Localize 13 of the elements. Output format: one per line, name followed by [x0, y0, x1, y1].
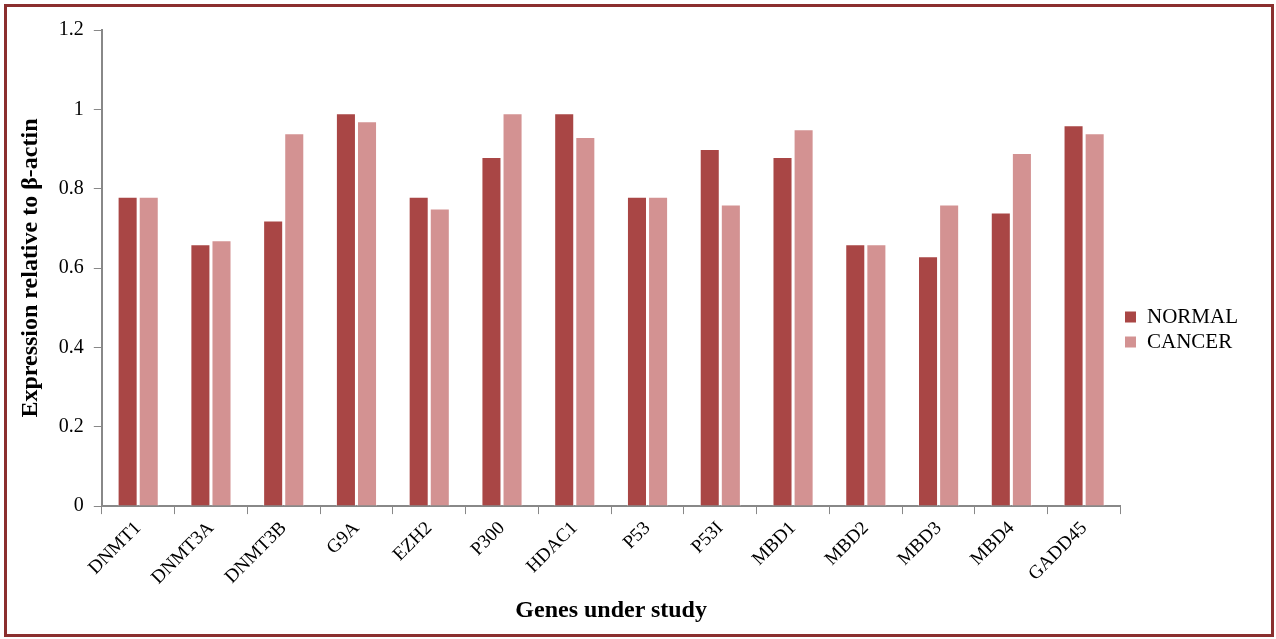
y-tick-label: 0.4: [58, 334, 84, 357]
y-tick-label: 1.2: [58, 17, 84, 40]
y-tick-label: 1: [73, 96, 84, 119]
x-axis-title: Genes under study: [515, 595, 707, 622]
y-tick-label: 0: [73, 493, 84, 516]
x-tick-label: G9A: [321, 516, 364, 558]
legend-label: CANCER: [1147, 328, 1233, 353]
legend-label: NORMAL: [1147, 303, 1239, 328]
y-axis-title: Expression relative to β-actin: [15, 118, 42, 418]
x-tick-label: P53: [618, 516, 654, 553]
y-tick-label: 0.8: [58, 175, 84, 198]
y-tick-label: 0.2: [58, 414, 84, 436]
y-tick-label: 0.6: [58, 255, 84, 278]
